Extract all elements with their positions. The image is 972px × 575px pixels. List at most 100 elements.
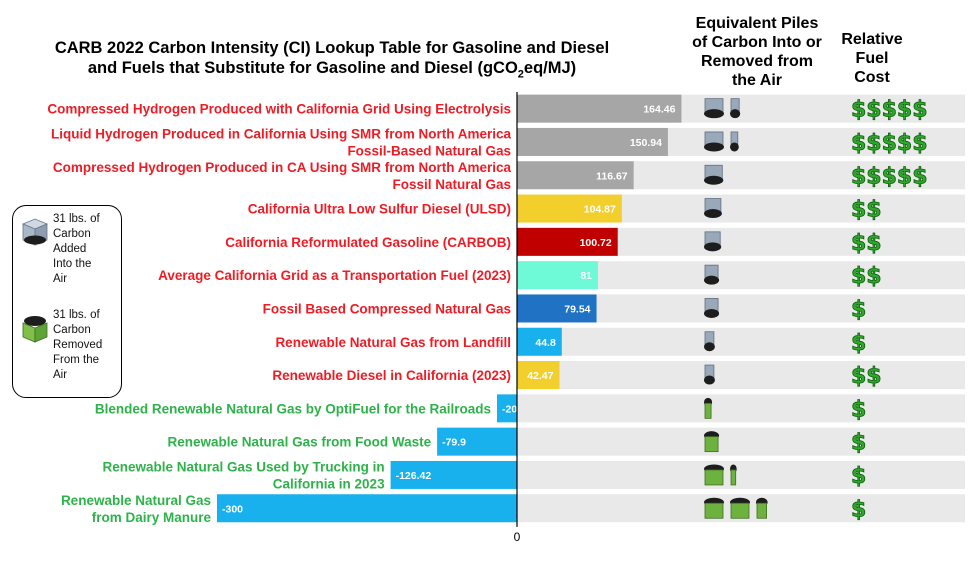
carbon-heap <box>704 109 724 119</box>
relative-cost: $ <box>851 397 866 422</box>
category-label: Average California Grid as a Transportat… <box>158 268 511 283</box>
category-label: Compressed Hydrogen Produced in CA Using… <box>53 160 512 175</box>
legend-line: Removed <box>53 339 103 351</box>
cost-header-line: Cost <box>854 69 890 86</box>
category-label: Blended Renewable Natural Gas by OptiFue… <box>95 401 491 416</box>
bar <box>517 361 560 390</box>
legend-line: Carbon <box>53 324 91 336</box>
legend-line: Air <box>53 369 68 381</box>
category-label: Renewable Natural Gas <box>61 493 211 508</box>
category-label: Liquid Hydrogen Produced in California U… <box>51 126 512 141</box>
bar <box>517 327 562 356</box>
row-band <box>517 460 965 489</box>
legend-line: Carbon <box>53 228 91 240</box>
piles-header-line: of Carbon Into or <box>692 34 822 51</box>
row-band <box>517 394 965 423</box>
title-line-2a: and Fuels that Substitute for Gasoline a… <box>87 59 518 77</box>
legend-line: 31 lbs. of <box>53 213 100 225</box>
cost-header-line: Relative <box>841 31 903 48</box>
carbon-heap <box>704 342 715 352</box>
relative-cost: $ <box>851 497 866 522</box>
bar <box>517 294 597 323</box>
bar <box>497 394 517 423</box>
bar <box>517 161 634 190</box>
carbon-heap <box>704 175 724 185</box>
carbon-removed-icon <box>704 402 712 419</box>
category-label: Fossil Based Compressed Natural Gas <box>263 301 511 316</box>
piles-column-header: Equivalent Piles of Carbon Into or Remov… <box>672 14 842 90</box>
bar <box>517 261 598 290</box>
carbon-removed-icon <box>704 436 719 453</box>
carbon-removed-icon <box>756 502 767 519</box>
carbon-heap <box>704 375 715 385</box>
cost-column-header: Relative Fuel Cost <box>832 30 912 87</box>
row-band <box>517 427 965 456</box>
legend-line: Air <box>53 273 68 285</box>
carbon-removed-icon <box>730 502 750 519</box>
category-label: Renewable Diesel in California (2023) <box>272 368 511 383</box>
relative-cost: $$$$$ <box>851 164 928 189</box>
value-label: -79.9 <box>442 437 466 449</box>
bar <box>390 460 517 489</box>
carbon-heap <box>704 209 722 219</box>
carbon-heap <box>704 142 724 152</box>
chart-title: CARB 2022 Carbon Intensity (CI) Lookup T… <box>12 38 652 84</box>
piles-header-line: Removed from <box>700 53 814 70</box>
value-label: -20 <box>502 403 517 415</box>
value-label: -300 <box>222 503 243 515</box>
category-label: Fossil-Based Natural Gas <box>347 143 511 158</box>
title-line-1: CARB 2022 Carbon Intensity (CI) Lookup T… <box>54 39 610 57</box>
carbon-removed-icon <box>22 316 48 343</box>
relative-cost: $$ <box>851 364 882 389</box>
value-label: 116.67 <box>596 170 628 182</box>
relative-cost: $$$$$ <box>851 98 928 123</box>
relative-cost: $$$$$ <box>851 131 928 156</box>
category-label: California Ultra Low Sulfur Diesel (ULSD… <box>248 202 511 217</box>
piles-header-line: Equivalent Piles <box>695 15 819 32</box>
bar <box>517 94 682 123</box>
carbon-removed-icon <box>704 502 724 519</box>
value-label: 150.94 <box>630 137 662 149</box>
legend-removed-text: 31 lbs. of Carbon Removed From the Air <box>53 308 113 383</box>
carbon-heap <box>704 275 720 285</box>
value-label: 79.54 <box>564 303 590 315</box>
bar <box>517 227 618 256</box>
legend-line: 31 lbs. of <box>53 309 100 321</box>
category-label: California Reformulated Gasoline (CARBOB… <box>225 235 511 250</box>
carbon-removed-icon <box>730 469 737 486</box>
legend: 31 lbs. of Carbon Added Into the Air 31 … <box>12 205 122 398</box>
row-band <box>517 361 965 390</box>
relative-cost: $ <box>851 431 866 456</box>
bar <box>517 127 668 156</box>
category-label: Renewable Natural Gas from Landfill <box>275 335 511 350</box>
legend-line: Added <box>53 243 87 255</box>
carbon-removed-icon <box>704 469 724 486</box>
value-label: 100.72 <box>580 237 612 249</box>
legend-line: Into the <box>53 258 92 270</box>
legend-line: From the <box>53 354 100 366</box>
carbon-heap <box>704 242 722 252</box>
carbon-added-icon <box>21 218 49 246</box>
row-band <box>517 327 965 356</box>
relative-cost: $$ <box>851 264 882 289</box>
category-label: Compressed Hydrogen Produced with Califo… <box>47 102 511 117</box>
title-line-2b: eq/MJ) <box>523 59 577 77</box>
category-label: Fossil Natural Gas <box>392 177 511 192</box>
cost-header-line: Fuel <box>855 50 889 67</box>
value-label: 44.8 <box>535 337 556 349</box>
value-label: 164.46 <box>643 104 675 116</box>
relative-cost: $ <box>851 464 866 489</box>
category-label: Renewable Natural Gas from Food Waste <box>168 435 432 450</box>
zero-tick-label: 0 <box>514 530 521 544</box>
category-label: Renewable Natural Gas Used by Trucking i… <box>102 459 384 474</box>
category-label: from Dairy Manure <box>92 510 212 525</box>
relative-cost: $ <box>851 297 866 322</box>
carbon-heap <box>730 109 741 119</box>
title-subscript: 2 <box>517 68 524 81</box>
carbon-heap <box>704 308 720 318</box>
category-label: California in 2023 <box>273 476 385 491</box>
value-label: 81 <box>580 270 592 282</box>
bar <box>517 194 622 223</box>
bar <box>437 427 517 456</box>
